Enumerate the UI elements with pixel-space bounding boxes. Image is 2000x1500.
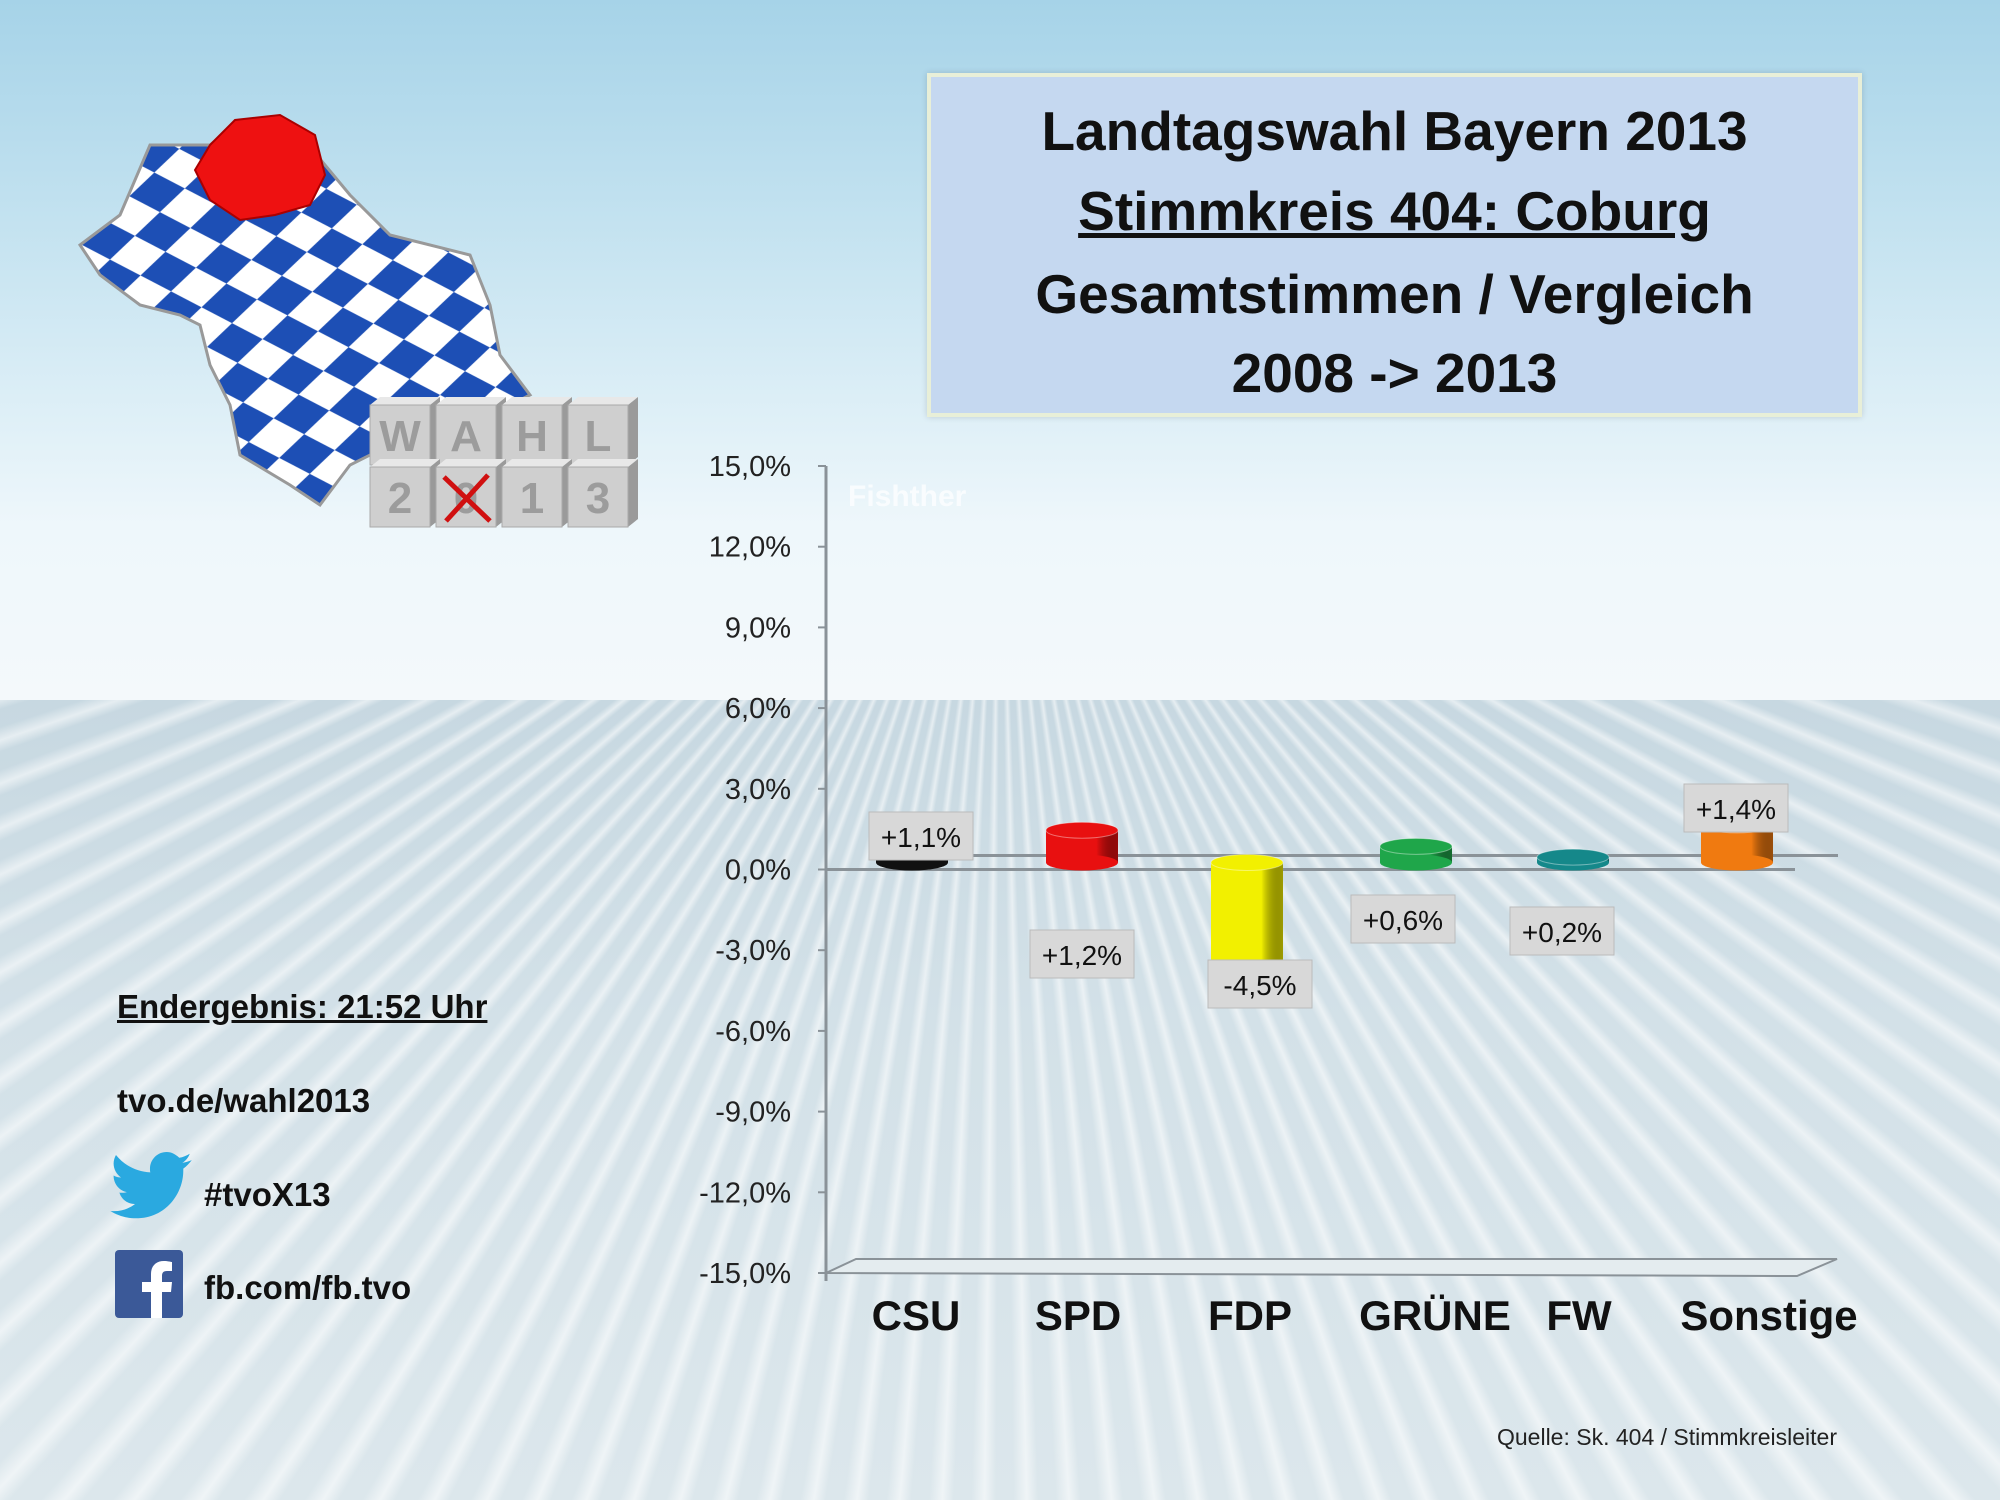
cube-letter: 1 (520, 474, 544, 523)
wahl-cube: H (501, 397, 572, 466)
title-line-2: Stimmkreis 404: Coburg (1078, 180, 1711, 242)
wahl-cube: 2 (369, 459, 440, 528)
data-label: +0,2% (1509, 906, 1615, 956)
y-tick-label: 15,0% (709, 451, 791, 483)
x-category-label: CSU (872, 1292, 961, 1339)
wahl-cube: L (567, 397, 638, 466)
title-line-3: Gesamtstimmen / Vergleich (1035, 263, 1754, 325)
cube-letter: H (516, 412, 548, 461)
y-tick-label: 0,0% (725, 855, 791, 887)
title-line-1: Landtagswahl Bayern 2013 (1041, 100, 1748, 162)
twitter-bird-icon (110, 1152, 192, 1219)
data-label: +1,2% (1029, 929, 1135, 979)
y-tick-label: 6,0% (725, 693, 791, 725)
title-box: Landtagswahl Bayern 2013 Stimmkreis 404:… (927, 73, 1862, 417)
y-tick-label: -15,0% (699, 1258, 791, 1290)
y-tick-label: -12,0% (699, 1177, 791, 1209)
y-tick-label: -6,0% (715, 1016, 791, 1048)
cube-letter: 2 (388, 474, 412, 523)
svg-text:+1,4%: +1,4% (1696, 794, 1776, 825)
cube-letter: 3 (586, 474, 610, 523)
facebook-icon (115, 1250, 183, 1318)
bar-spd (1045, 821, 1119, 871)
y-tick-label: 3,0% (725, 774, 791, 806)
source-note: Quelle: Sk. 404 / Stimmkreisleiter (1496, 1424, 1837, 1450)
wahl-cube: 3 (567, 459, 638, 528)
svg-text:+0,2%: +0,2% (1522, 917, 1602, 948)
y-tick-label: 9,0% (725, 612, 791, 644)
x-category-label: SPD (1035, 1292, 1121, 1339)
data-label: +1,1% (868, 811, 974, 861)
svg-text:+1,1%: +1,1% (881, 822, 961, 853)
x-category-label: GRÜNE (1359, 1292, 1511, 1339)
floor-background (0, 700, 2000, 1500)
x-category-label: FW (1546, 1292, 1612, 1339)
x-category-label: Sonstige (1680, 1292, 1857, 1339)
y-tick-label: -9,0% (715, 1097, 791, 1129)
red-cross-mark (442, 473, 492, 523)
wahl-cube: 0 (435, 459, 506, 528)
svg-text:+0,6%: +0,6% (1363, 905, 1443, 936)
title-line-4: 2008 -> 2013 (1231, 342, 1558, 404)
cube-letter: A (450, 412, 482, 461)
website-link[interactable]: tvo.de/wahl2013 (117, 1082, 371, 1119)
y-tick-label: -3,0% (715, 935, 791, 967)
data-label: +1,4% (1683, 783, 1789, 833)
data-label: -4,5% (1207, 959, 1313, 1009)
coburg-region (193, 113, 327, 222)
watermark-text: Fishther (848, 480, 967, 513)
result-time: Endergebnis: 21:52 Uhr (117, 988, 488, 1025)
svg-text:-4,5%: -4,5% (1223, 970, 1296, 1001)
bar-grüne (1379, 837, 1453, 871)
facebook-link[interactable]: fb.com/fb.tvo (204, 1269, 412, 1306)
svg-text:+1,2%: +1,2% (1042, 940, 1122, 971)
twitter-handle[interactable]: #tvoX13 (204, 1176, 331, 1213)
bar-fw (1536, 848, 1610, 871)
cube-letter: L (585, 412, 612, 461)
x-category-label: FDP (1208, 1292, 1292, 1339)
cube-letter: W (379, 412, 421, 461)
y-tick-label: 12,0% (709, 532, 791, 564)
data-label: +0,6% (1350, 894, 1456, 944)
chart-floor (825, 1258, 1838, 1278)
